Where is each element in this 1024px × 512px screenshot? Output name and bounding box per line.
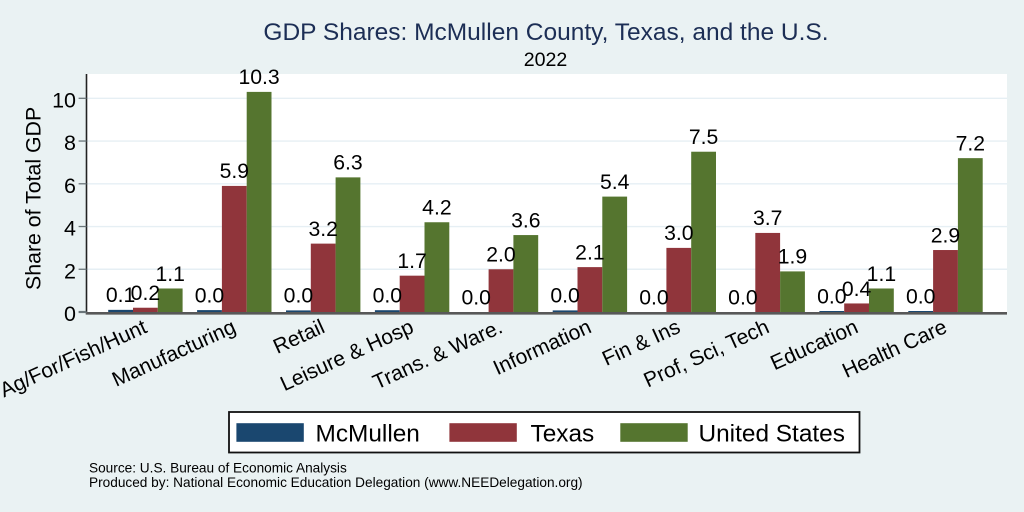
svg-text:3.2: 3.2 [308, 218, 337, 241]
svg-text:5.4: 5.4 [600, 171, 630, 194]
svg-text:Source: U.S. Bureau of Economi: Source: U.S. Bureau of Economic Analysis [89, 460, 347, 475]
svg-text:0.0: 0.0 [284, 285, 313, 308]
svg-text:0.0: 0.0 [373, 285, 402, 308]
svg-text:0.2: 0.2 [131, 282, 160, 305]
svg-text:1.1: 1.1 [155, 263, 184, 286]
svg-text:6: 6 [64, 174, 76, 198]
svg-text:Produced by: National Economic: Produced by: National Economic Education… [89, 475, 583, 490]
svg-text:8: 8 [64, 131, 76, 155]
svg-text:0.0: 0.0 [550, 285, 579, 308]
svg-text:3.0: 3.0 [664, 222, 693, 245]
svg-text:Texas: Texas [531, 420, 595, 447]
svg-text:Share of Total GDP: Share of Total GDP [22, 107, 46, 290]
svg-text:0.0: 0.0 [728, 286, 757, 309]
svg-text:10: 10 [52, 89, 76, 113]
svg-text:0.0: 0.0 [906, 285, 935, 308]
svg-text:McMullen: McMullen [316, 420, 420, 447]
svg-text:1.9: 1.9 [778, 246, 807, 269]
svg-text:4: 4 [64, 217, 76, 241]
svg-text:6.3: 6.3 [333, 152, 362, 175]
svg-text:0.0: 0.0 [639, 286, 668, 309]
svg-text:0.0: 0.0 [461, 286, 490, 309]
svg-text:3.7: 3.7 [753, 207, 782, 230]
svg-text:0.1: 0.1 [106, 284, 135, 307]
svg-text:2.1: 2.1 [575, 241, 604, 264]
svg-text:2.9: 2.9 [931, 224, 960, 247]
svg-text:0: 0 [64, 302, 76, 326]
svg-text:GDP Shares: McMullen County, T: GDP Shares: McMullen County, Texas, and … [263, 19, 828, 46]
svg-text:United States: United States [699, 420, 845, 447]
svg-text:10.3: 10.3 [238, 66, 279, 89]
svg-text:7.2: 7.2 [956, 132, 985, 155]
svg-text:2022: 2022 [524, 49, 568, 71]
svg-text:5.9: 5.9 [220, 160, 249, 183]
svg-text:7.5: 7.5 [689, 126, 718, 149]
svg-text:4.2: 4.2 [422, 197, 451, 220]
svg-text:0.4: 0.4 [842, 278, 872, 301]
svg-text:1.1: 1.1 [867, 263, 896, 286]
svg-text:3.6: 3.6 [511, 209, 540, 232]
svg-text:2: 2 [64, 259, 76, 283]
svg-text:0.0: 0.0 [195, 284, 224, 307]
svg-text:0.0: 0.0 [817, 285, 846, 308]
svg-text:1.7: 1.7 [397, 250, 426, 273]
svg-text:2.0: 2.0 [486, 244, 515, 267]
